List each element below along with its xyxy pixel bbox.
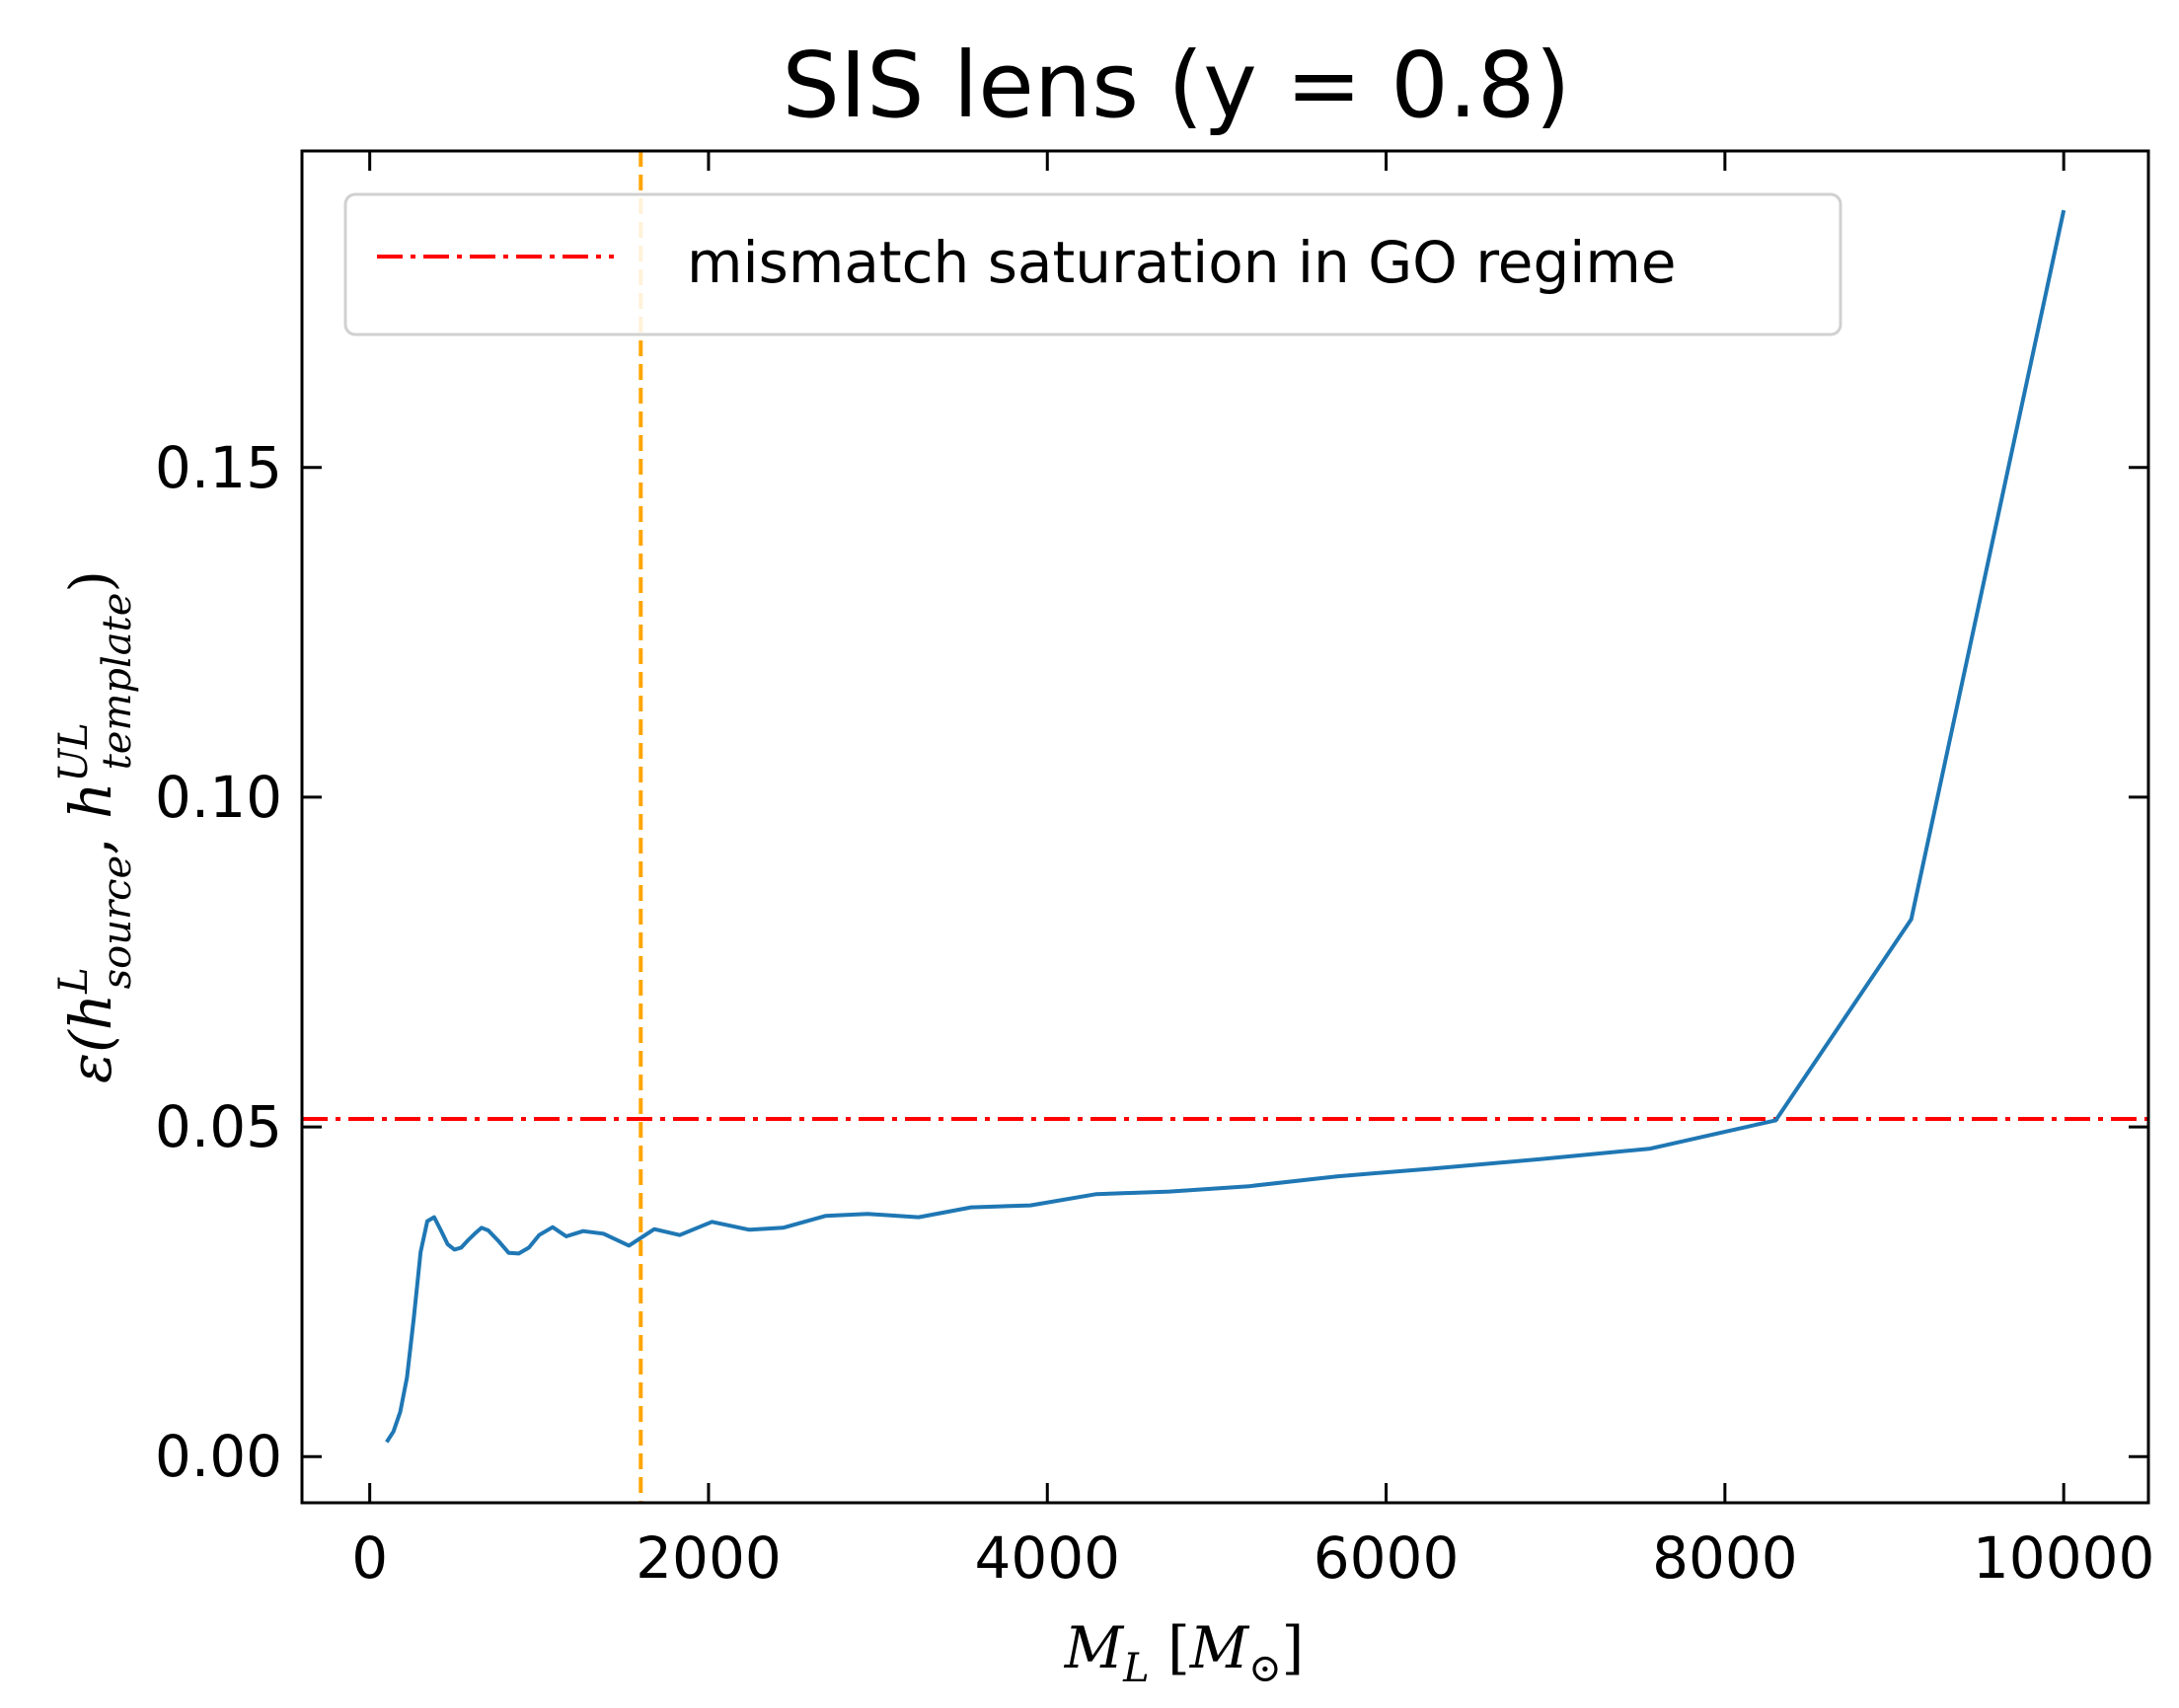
x-axis-label: ML [M⊙] [1064,1614,1305,1691]
reference-lines [302,151,2148,1503]
y-tick-label: 0.15 [155,434,282,501]
x-tick-label: 2000 [636,1524,782,1592]
x-tick-label: 6000 [1314,1524,1460,1592]
plot-frame [300,149,2150,1505]
x-tick-label: 4000 [974,1524,1120,1592]
legend: mismatch saturation in GO regime [343,192,1842,336]
y-tick-label: 0.00 [155,1423,282,1490]
y-axis-label: ε(hLsource, hULtemplate) [51,570,140,1083]
legend-box [343,192,1842,336]
x-tick-label: 0 [351,1524,388,1592]
ticks: 0 2000 4000 6000 8000 10000 0.00 0.05 0.10 0.15 [155,151,2155,1592]
y-tick-label: 0.05 [155,1093,282,1160]
mismatch-series-line [385,209,2066,1444]
x-tick-label: 10000 [1973,1524,2155,1592]
series-layer [385,209,2066,1444]
x-tick-label: 8000 [1652,1524,1798,1592]
y-tick-label: 0.10 [155,764,282,831]
legend-label: mismatch saturation in GO regime [687,229,1677,296]
svg-text:ε(hLsource, hULtemplate): ε(hLsource, hULtemplate) [51,570,140,1083]
chart-title: SIS lens (y = 0.8) [783,33,1571,138]
